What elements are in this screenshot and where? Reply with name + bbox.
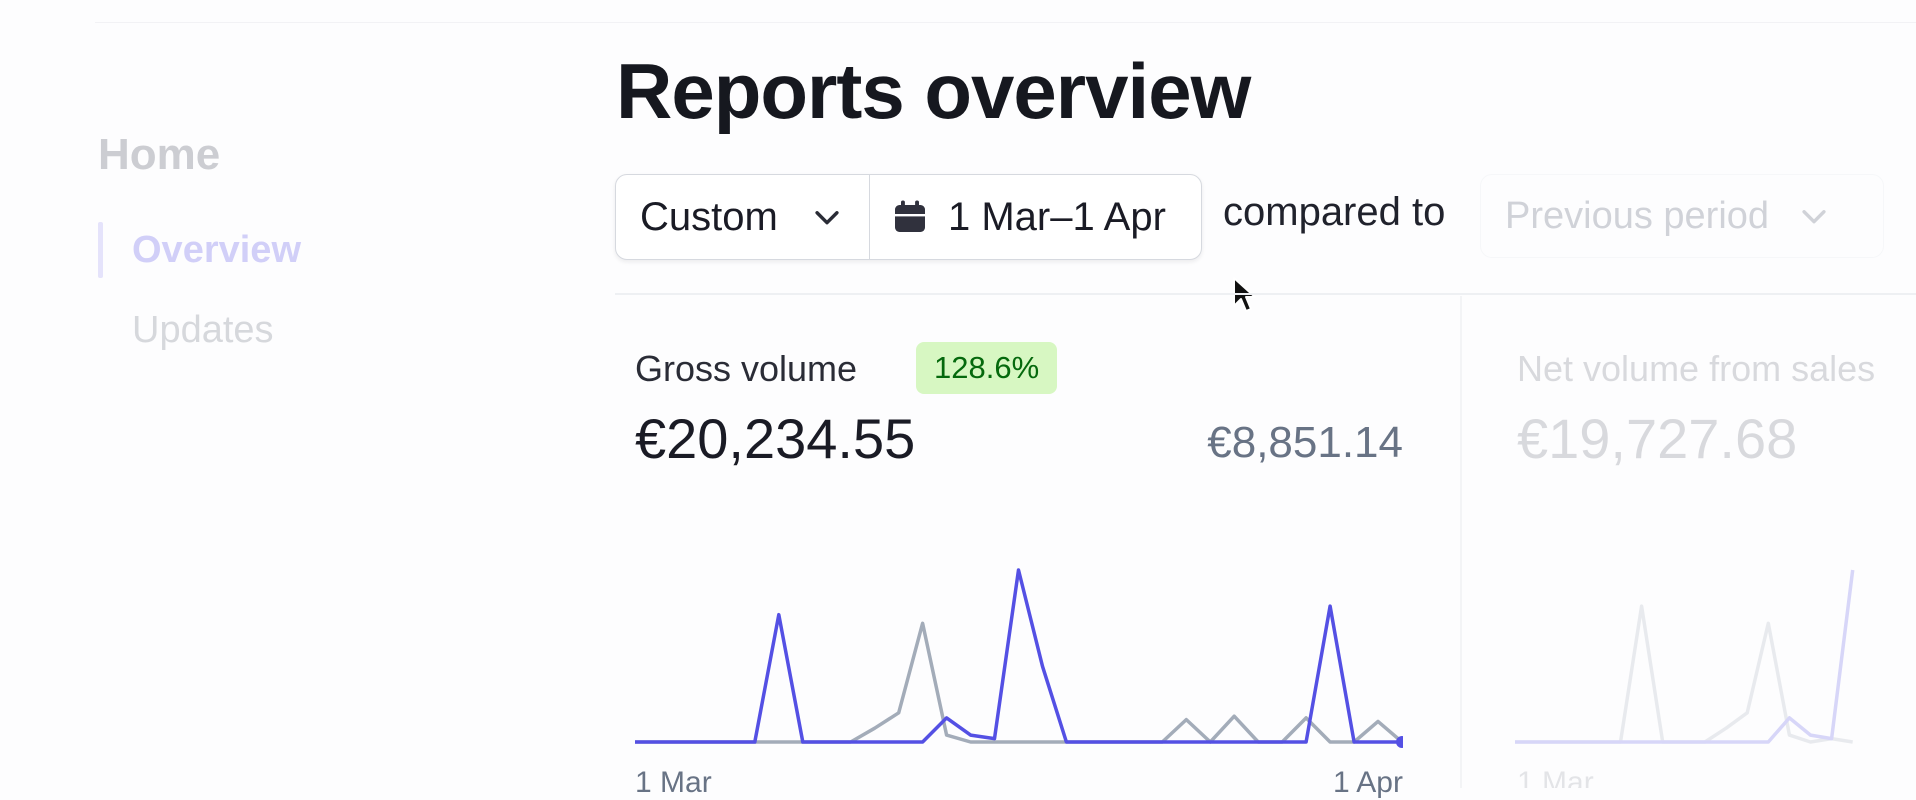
net-volume-card[interactable]: Net volume from sales €19,727.68 1 Mar bbox=[1497, 296, 1916, 788]
sidebar-item-updates[interactable]: Updates bbox=[132, 309, 274, 351]
previous-period-line bbox=[635, 621, 1403, 744]
range-select[interactable]: Custom bbox=[616, 175, 870, 259]
chevron-down-icon bbox=[815, 211, 839, 225]
date-range-label: 1 Mar–1 Apr bbox=[948, 194, 1166, 239]
current-period-line bbox=[1515, 569, 1855, 744]
previous-period-line bbox=[1515, 604, 1853, 744]
gross-volume-chart bbox=[635, 568, 1403, 748]
x-axis-start-label: 1 Mar bbox=[635, 766, 712, 799]
gross-volume-card[interactable]: Gross volume 128.6% €20,234.55 €8,851.14… bbox=[615, 296, 1403, 799]
header-divider bbox=[95, 22, 1916, 23]
previous-value: €8,851.14 bbox=[1207, 418, 1403, 467]
sidebar-item-overview[interactable]: Overview bbox=[98, 222, 301, 278]
metric-value: €19,727.68 bbox=[1517, 407, 1798, 470]
sidebar-title: Home bbox=[98, 130, 221, 179]
page-title: Reports overview bbox=[616, 47, 1251, 135]
metric-name: Gross volume bbox=[635, 348, 858, 389]
sidebar: Home Overview Updates bbox=[98, 130, 301, 382]
comparison-select-label: Previous period bbox=[1505, 194, 1770, 237]
series-end-point bbox=[1396, 736, 1403, 748]
x-axis-start-label: 1 Mar bbox=[1517, 766, 1594, 788]
date-range-button[interactable]: 1 Mar–1 Apr bbox=[870, 175, 1201, 259]
current-period-line bbox=[635, 568, 1402, 744]
cards-divider bbox=[615, 293, 1916, 295]
card-separator bbox=[1460, 296, 1462, 788]
net-volume-chart bbox=[1515, 569, 1855, 744]
x-axis-end-label: 1 Apr bbox=[1332, 766, 1403, 799]
metric-name: Net volume from sales bbox=[1517, 348, 1876, 389]
chevron-down-icon bbox=[1802, 210, 1826, 224]
range-select-label: Custom bbox=[640, 194, 778, 239]
compared-to-text: compared to bbox=[1223, 190, 1446, 234]
comparison-select[interactable]: Previous period bbox=[1480, 174, 1884, 258]
change-badge: 128.6% bbox=[916, 342, 1058, 394]
calendar-icon bbox=[895, 200, 925, 232]
date-filter-group: Custom 1 Mar–1 Apr bbox=[615, 174, 1202, 260]
metric-value: €20,234.55 bbox=[635, 407, 916, 470]
